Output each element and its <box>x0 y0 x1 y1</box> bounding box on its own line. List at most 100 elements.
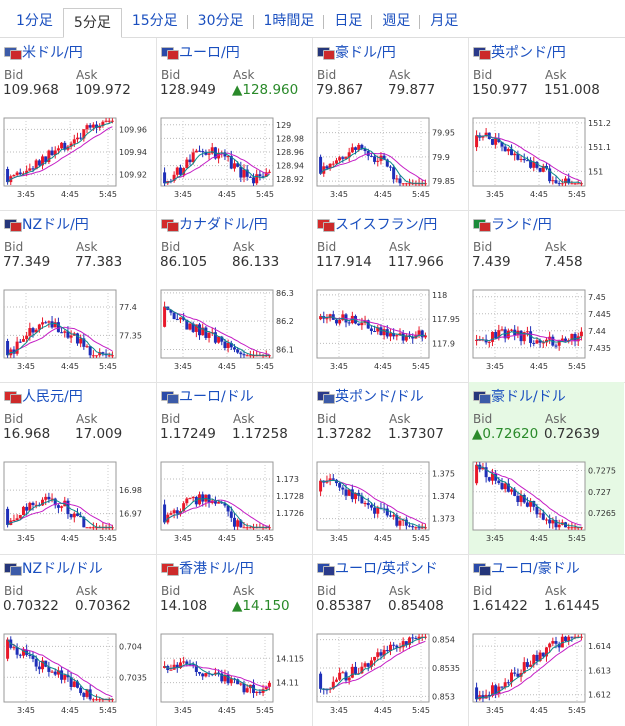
candle-body <box>411 637 415 639</box>
pair-name[interactable]: 人民元/円 <box>22 389 83 405</box>
rate-card[interactable]: ユーロ/豪ドル Bid Ask 1.61422 1.61445 1.614 1.613 1.6… <box>468 554 624 726</box>
candle-body <box>163 666 167 668</box>
currency-flag-icon <box>161 218 179 232</box>
card-title[interactable]: ユーロ/円 <box>161 42 240 62</box>
candle-body <box>551 520 555 524</box>
candle-body <box>15 518 19 521</box>
tab-7[interactable]: 月足 <box>430 13 459 29</box>
card-title[interactable]: 英ポンド/円 <box>473 42 566 62</box>
candle-body <box>414 527 418 529</box>
pair-name[interactable]: 英ポンド/円 <box>491 45 566 61</box>
candle-body <box>385 650 389 652</box>
candle-body <box>401 183 405 185</box>
rate-card[interactable]: NZドル/ドル Bid Ask 0.70322 0.70362 0.704 0.7035 3:… <box>0 554 156 726</box>
candle-body <box>75 333 79 344</box>
pair-name[interactable]: ランド/円 <box>491 217 552 233</box>
candle-body <box>344 672 348 681</box>
card-title[interactable]: カナダドル/円 <box>161 214 268 234</box>
candle-body <box>529 664 533 667</box>
candle-body <box>264 172 268 177</box>
pair-name[interactable]: 豪ドル/ドル <box>491 389 566 405</box>
pair-name[interactable]: 米ドル/円 <box>22 45 83 61</box>
pair-name[interactable]: スイスフラン/円 <box>335 217 438 233</box>
candle-body <box>354 147 358 150</box>
tab-6[interactable]: 週足 <box>372 7 421 37</box>
y-tick-label: 128.94 <box>276 162 304 171</box>
candle-body <box>490 473 494 481</box>
candle-body <box>338 157 342 161</box>
tab-2[interactable]: 15分足 <box>122 7 188 37</box>
rate-card[interactable]: ユーロ/円 Bid Ask 128.949 ▲128.960 129 128.98 128.9… <box>156 38 312 210</box>
candle-body <box>41 660 45 670</box>
rate-card[interactable]: 香港ドル/円 Bid Ask 14.108 ▲14.150 14.115 14.11 3:45… <box>156 554 312 726</box>
candle-body <box>6 639 10 659</box>
tab-5[interactable]: 日足 <box>324 7 373 37</box>
card-title[interactable]: NZドル/ドル <box>4 558 103 578</box>
pair-name[interactable]: ユーロ/豪ドル <box>491 561 580 577</box>
tab-3[interactable]: 30分足 <box>188 7 254 37</box>
candle-body <box>82 693 86 697</box>
rate-card[interactable]: 人民元/円 Bid Ask 16.968 17.009 16.98 16.97 3:45 4:4… <box>0 382 156 554</box>
card-title[interactable]: 香港ドル/円 <box>161 558 254 578</box>
candle-body <box>110 120 114 122</box>
x-tick-label: 3:45 <box>486 362 504 371</box>
candle-body <box>408 637 412 645</box>
tab-4[interactable]: 1時間足 <box>254 7 325 37</box>
candle-body <box>554 641 558 644</box>
ask-label: Ask <box>233 584 255 598</box>
pair-name[interactable]: ユーロ/円 <box>179 45 240 61</box>
x-tick-label: 4:45 <box>374 534 392 543</box>
pair-name[interactable]: 英ポンド/ドル <box>335 389 424 405</box>
rate-card[interactable]: ユーロ/ドル Bid Ask 1.17249 1.17258 1.173 1.1728 1.1… <box>156 382 312 554</box>
candle-body <box>395 178 399 180</box>
candle-body <box>519 495 523 503</box>
card-title[interactable]: 英ポンド/ドル <box>317 386 424 406</box>
pair-name[interactable]: 香港ドル/円 <box>179 561 254 577</box>
card-title[interactable]: NZドル/円 <box>4 214 89 234</box>
candle-body <box>25 506 29 511</box>
bid-label: Bid <box>317 412 337 426</box>
pair-name[interactable]: ユーロ/ドル <box>179 389 254 405</box>
card-title[interactable]: 豪ドル/ドル <box>473 386 566 406</box>
candle-body <box>37 324 41 330</box>
card-title[interactable]: 人民元/円 <box>4 386 83 406</box>
card-title[interactable]: 米ドル/円 <box>4 42 83 62</box>
rate-card[interactable]: 英ポンド/ドル Bid Ask 1.37282 1.37307 1.375 1.374 1.3… <box>312 382 468 554</box>
pair-name[interactable]: NZドル/円 <box>22 217 89 233</box>
candle-body <box>506 483 510 492</box>
candle-body <box>41 499 45 506</box>
rate-card[interactable]: カナダドル/円 Bid Ask 86.105 86.133 86.3 86.2 86.1 3:4… <box>156 210 312 382</box>
mini-chart: 0.7275 0.727 0.7265 3:45 4:45 5:45 <box>472 461 616 543</box>
mini-chart: 1.173 1.1728 1.1726 3:45 4:45 5:45 <box>160 461 304 543</box>
candle-body <box>525 331 529 333</box>
pair-name[interactable]: NZドル/ドル <box>22 561 103 577</box>
rate-card[interactable]: ユーロ/英ポンド Bid Ask 0.85387 0.85408 0.854 0.8535 0… <box>312 554 468 726</box>
candle-body <box>72 681 76 687</box>
bid-value: 7.439 <box>472 254 511 270</box>
rate-card[interactable]: 米ドル/円 Bid Ask 109.968 109.972 109.96 109.94 109… <box>0 38 156 210</box>
card-title[interactable]: ランド/円 <box>473 214 552 234</box>
rate-card[interactable]: スイスフラン/円 Bid Ask 117.914 117.966 118 117.95 117… <box>312 210 468 382</box>
card-title[interactable]: ユーロ/豪ドル <box>473 558 580 578</box>
rate-card[interactable]: 豪ドル/円 Bid Ask 79.867 79.877 79.95 79.9 79.85 3:4… <box>312 38 468 210</box>
card-title[interactable]: スイスフラン/円 <box>317 214 437 234</box>
pair-name[interactable]: 豪ドル/円 <box>335 45 396 61</box>
candle-body <box>163 306 167 327</box>
pair-name[interactable]: ユーロ/英ポンド <box>335 561 438 577</box>
card-title[interactable]: ユーロ/英ポンド <box>317 558 438 578</box>
tab-0[interactable]: 1分足 <box>16 13 53 29</box>
candle-body <box>388 515 392 517</box>
candle-body <box>487 695 491 697</box>
candle-body <box>376 652 380 657</box>
rate-card[interactable]: ランド/円 Bid Ask 7.439 7.458 7.45 7.445 7.44 7.435 3… <box>468 210 624 382</box>
rate-card[interactable]: NZドル/円 Bid Ask 77.349 77.383 77.4 77.35 3:45 4:4… <box>0 210 156 382</box>
card-title[interactable]: ユーロ/ドル <box>161 386 254 406</box>
x-tick-label: 5:45 <box>568 534 586 543</box>
tab-1[interactable]: 5分足 <box>62 8 122 38</box>
pair-name[interactable]: カナダドル/円 <box>179 217 268 233</box>
rate-card[interactable]: 英ポンド/円 Bid Ask 150.977 151.008 151.2 151.1 151 3… <box>468 38 624 210</box>
candle-body <box>360 666 364 674</box>
candle-body <box>338 672 342 680</box>
rate-card[interactable]: 豪ドル/ドル Bid Ask ▲0.72620 0.72639 0.7275 0.727 0.… <box>468 382 624 554</box>
card-title[interactable]: 豪ドル/円 <box>317 42 396 62</box>
